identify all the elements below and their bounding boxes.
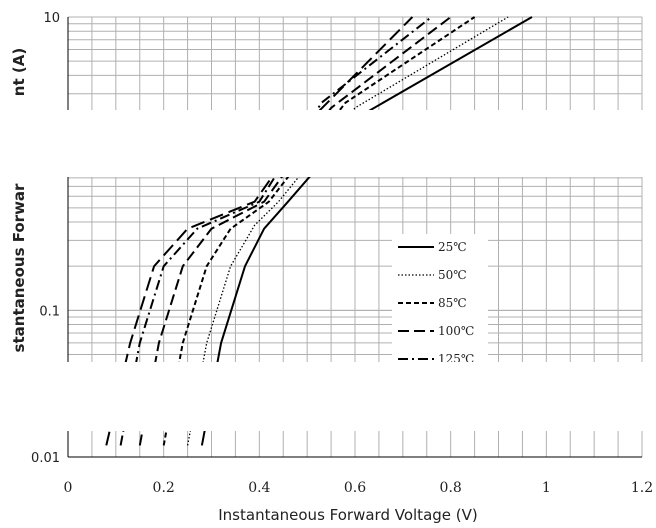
x-tick-label: 1 <box>542 480 551 496</box>
legend-box <box>392 234 488 362</box>
y-tick-label: 10 <box>43 11 60 26</box>
series-line-2 <box>186 16 509 446</box>
x-axis-label: Instantaneous Forward Voltage (V) <box>218 506 478 524</box>
series-lines <box>105 16 533 446</box>
legend-label: 25℃ <box>438 240 467 254</box>
x-tick-label: 0 <box>64 480 73 496</box>
x-tick-label: 0.2 <box>153 480 175 496</box>
legend-label: 100℃ <box>438 324 474 338</box>
y-axis-label-top-fragment: nt (A) <box>10 48 28 96</box>
series-line-3 <box>162 16 476 446</box>
gap-band-upper <box>30 110 656 177</box>
series-line-5 <box>119 16 433 446</box>
x-tick-label: 0.4 <box>248 480 270 496</box>
gap-masks <box>30 110 656 431</box>
y-axis-label: stantaneous Forwar <box>10 183 28 352</box>
y-tick-label: 0.01 <box>31 451 60 466</box>
x-tick-label: 0.8 <box>440 480 462 496</box>
legend-gap-mask <box>392 362 492 382</box>
legend-label: 50℃ <box>438 268 467 282</box>
series-line-6 <box>105 16 414 446</box>
gap-band-lower <box>30 362 656 431</box>
y-tick-label: 0.1 <box>39 304 60 319</box>
x-tick-label: 1.2 <box>631 480 653 496</box>
tick-labels: 0 0.2 0.4 0.6 0.8 1 1.2 0.01 0.1 10 <box>31 11 653 496</box>
series-line-4 <box>138 16 452 446</box>
legend-label: 85℃ <box>438 296 467 310</box>
x-tick-label: 0.6 <box>344 480 366 496</box>
